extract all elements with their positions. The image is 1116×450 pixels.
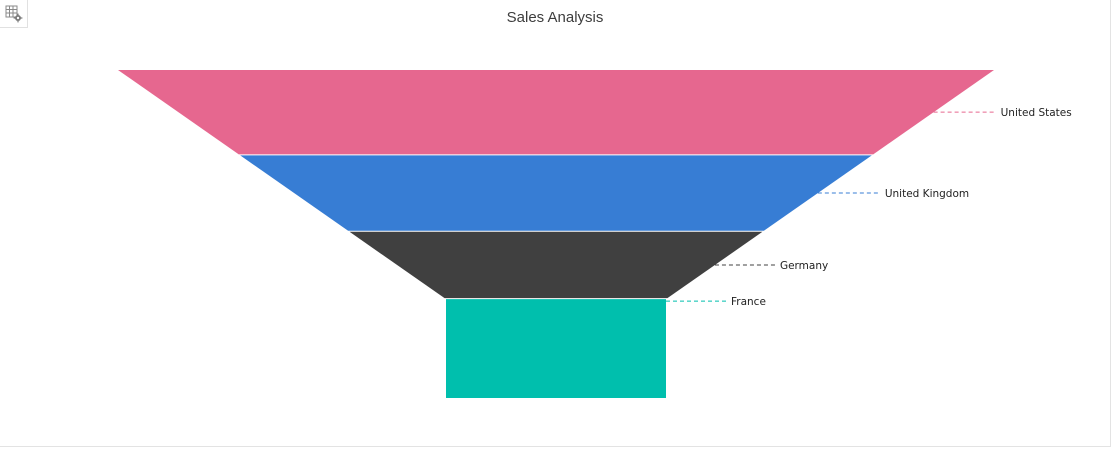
data-label-france: France xyxy=(731,296,766,308)
table-settings-icon xyxy=(5,5,23,23)
funnel-segment-united-states[interactable] xyxy=(118,70,994,155)
funnel-segment-united-kingdom[interactable] xyxy=(240,155,872,231)
data-label-united-states: United States xyxy=(1001,107,1072,119)
chart-settings-button[interactable] xyxy=(0,0,28,28)
funnel-segment-france[interactable] xyxy=(446,299,666,398)
data-label-germany: Germany xyxy=(780,260,828,272)
funnel-segment-germany[interactable] xyxy=(349,231,763,299)
chart-title: Sales Analysis xyxy=(506,9,604,26)
data-label-united-kingdom: United Kingdom xyxy=(885,188,969,200)
